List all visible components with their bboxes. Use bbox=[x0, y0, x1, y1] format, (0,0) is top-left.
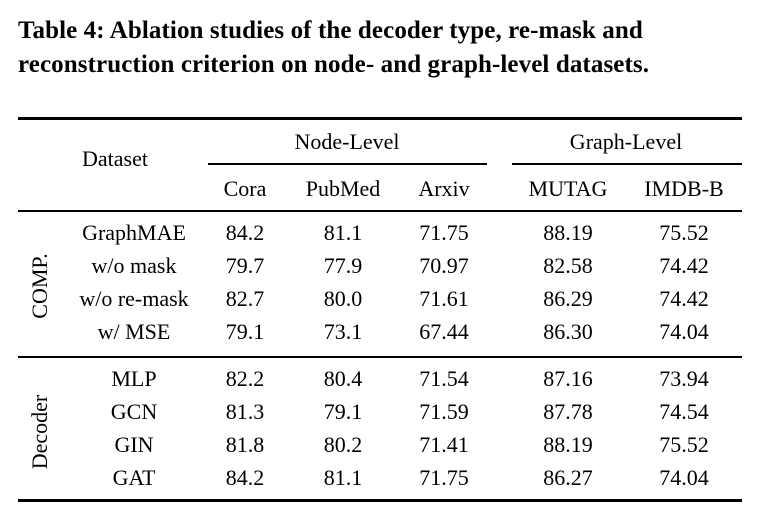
column-header: Cora bbox=[223, 176, 267, 201]
bottom-rule bbox=[18, 499, 742, 502]
table-cell: 71.75 bbox=[419, 465, 469, 490]
table-cell: 74.42 bbox=[659, 253, 709, 278]
table-cell: 86.29 bbox=[543, 286, 593, 311]
table-cell: 80.2 bbox=[323, 432, 363, 457]
row-label: GraphMAE bbox=[82, 220, 186, 245]
table-cell: 79.1 bbox=[225, 319, 265, 344]
table-cell: 84.2 bbox=[225, 220, 265, 245]
table-cell: 81.8 bbox=[225, 432, 265, 457]
table-cell: 79.7 bbox=[225, 253, 265, 278]
table-cell: 74.42 bbox=[659, 286, 709, 311]
table-cell: 84.2 bbox=[225, 465, 265, 490]
table-cell: 82.7 bbox=[225, 286, 265, 311]
table-cell: 82.2 bbox=[225, 366, 265, 391]
table-cell: 71.61 bbox=[419, 286, 469, 311]
group-label: Decoder bbox=[27, 394, 52, 470]
column-header: IMDB-B bbox=[644, 176, 724, 201]
group-separator-rule bbox=[18, 356, 742, 358]
table-cell: 73.1 bbox=[323, 319, 363, 344]
table-cell: 74.54 bbox=[659, 399, 709, 424]
table-cell: 87.16 bbox=[543, 366, 593, 391]
graph-level-header: Graph-Level bbox=[569, 129, 683, 154]
table-cell: 71.54 bbox=[419, 366, 469, 391]
table-cell: 67.44 bbox=[419, 319, 469, 344]
table-cell: 74.04 bbox=[659, 319, 709, 344]
dataset-header: Dataset bbox=[82, 146, 148, 171]
table-cell: 81.3 bbox=[225, 399, 265, 424]
row-label: w/o mask bbox=[91, 253, 177, 278]
top-rule bbox=[18, 117, 742, 120]
table-cell: 73.94 bbox=[659, 366, 709, 391]
table-cell: 80.0 bbox=[323, 286, 363, 311]
table-cell: 86.27 bbox=[543, 465, 593, 490]
table-cell: 71.59 bbox=[419, 399, 469, 424]
header-rule bbox=[18, 210, 742, 212]
table-cell: 70.97 bbox=[419, 253, 469, 278]
table-cell: 71.41 bbox=[419, 432, 469, 457]
table-cell: 77.9 bbox=[323, 253, 363, 278]
table-cell: 81.1 bbox=[323, 220, 363, 245]
table-cell: 79.1 bbox=[323, 399, 363, 424]
row-label: MLP bbox=[111, 366, 157, 391]
table-caption: Table 4: Ablation studies of the decoder… bbox=[18, 17, 650, 78]
column-header: PubMed bbox=[305, 176, 381, 201]
table-cell: 86.30 bbox=[543, 319, 593, 344]
table-cell: 82.58 bbox=[543, 253, 593, 278]
group-label: COMP. bbox=[27, 253, 52, 319]
row-label: GIN bbox=[114, 432, 154, 457]
table-cell: 75.52 bbox=[659, 432, 709, 457]
column-header: MUTAG bbox=[528, 176, 608, 201]
table-cell: 75.52 bbox=[659, 220, 709, 245]
table-cell: 88.19 bbox=[543, 432, 593, 457]
table-cell: 71.75 bbox=[419, 220, 469, 245]
row-label: w/ MSE bbox=[97, 319, 171, 344]
table-cell: 80.4 bbox=[323, 366, 363, 391]
row-label: GCN bbox=[110, 399, 158, 424]
node-level-header: Node-Level bbox=[294, 129, 400, 154]
table-cell: 87.78 bbox=[543, 399, 593, 424]
table-cell: 81.1 bbox=[323, 465, 363, 490]
graph-level-rule bbox=[512, 163, 742, 165]
row-label: GAT bbox=[112, 465, 156, 490]
node-level-rule bbox=[208, 163, 487, 165]
row-label: w/o re-mask bbox=[79, 286, 189, 311]
table-cell: 88.19 bbox=[543, 220, 593, 245]
column-header: Arxiv bbox=[418, 176, 470, 201]
table-cell: 74.04 bbox=[659, 465, 709, 490]
